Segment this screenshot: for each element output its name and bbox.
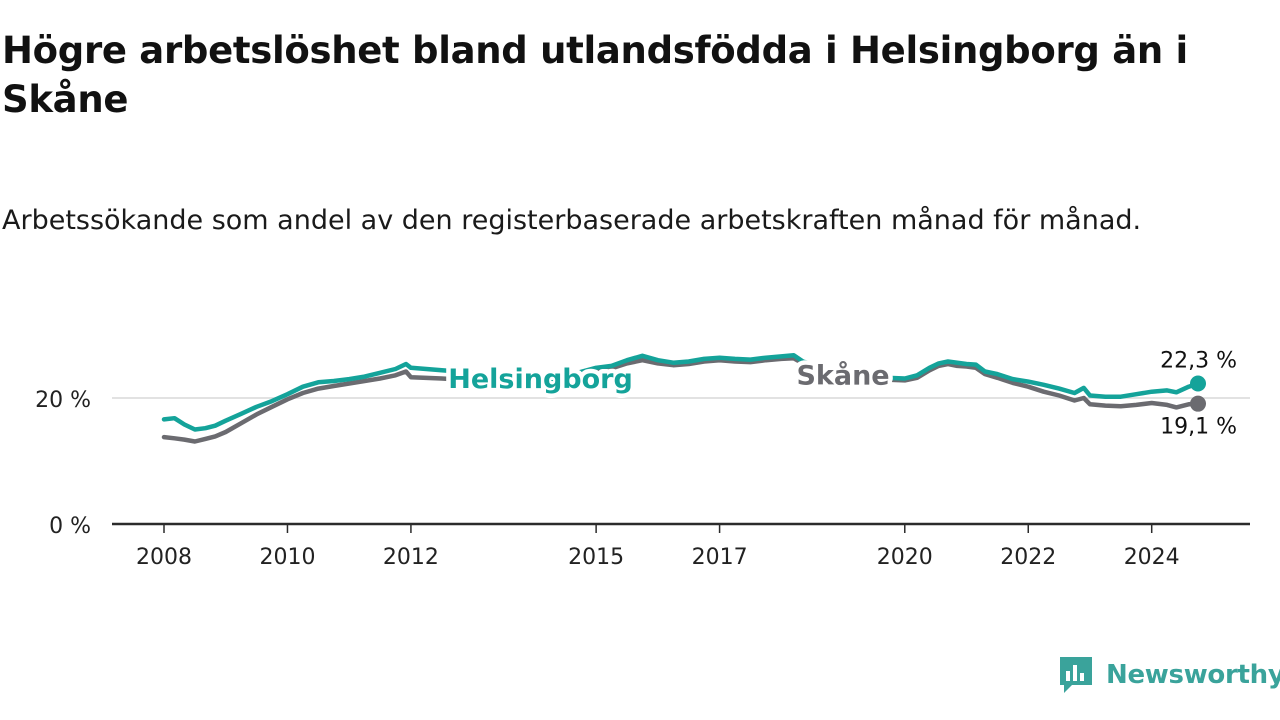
y-tick-label: 20 % [35,388,91,413]
y-tick-label: 0 % [49,514,91,539]
x-tick-label: 2020 [877,545,933,570]
series-layer [161,352,1201,444]
series-line-skane [161,356,1201,444]
x-tick-label: 2015 [568,545,624,570]
chart-title: Högre arbetslöshet bland utlandsfödda i … [2,29,1188,121]
end-value-label: 22,3 % [1160,349,1237,374]
newsworthy-chart-icon [1060,657,1092,693]
chart-subtitle: Arbetssökande som andel av den registerb… [2,205,1142,236]
series-label-helsingborg: Helsingborg [448,364,633,395]
x-tick-label: 2012 [383,545,439,570]
x-tick-label: 2010 [259,545,315,570]
series-line-helsingborg [161,352,1201,432]
label-layer: 22,3 % 19,1 % Helsingborg Skåne [444,349,1237,440]
newsworthy-logo: Newsworthy [1058,655,1280,695]
x-tick-label: 2022 [1000,545,1056,570]
end-value-label: 19,1 % [1160,415,1237,440]
brand-name: Newsworthy [1106,660,1280,690]
x-tick-label: 2017 [692,545,748,570]
x-tick-label: 2024 [1124,545,1180,570]
x-tick-label: 2008 [136,545,192,570]
end-point-helsingborg [1190,375,1206,392]
series-label-skane: Skåne [796,359,889,391]
axis-layer: 0 % 20 % 2008 2010 2012 2015 2017 2020 2022 2024 [35,388,1250,570]
end-point-skane [1190,395,1206,412]
